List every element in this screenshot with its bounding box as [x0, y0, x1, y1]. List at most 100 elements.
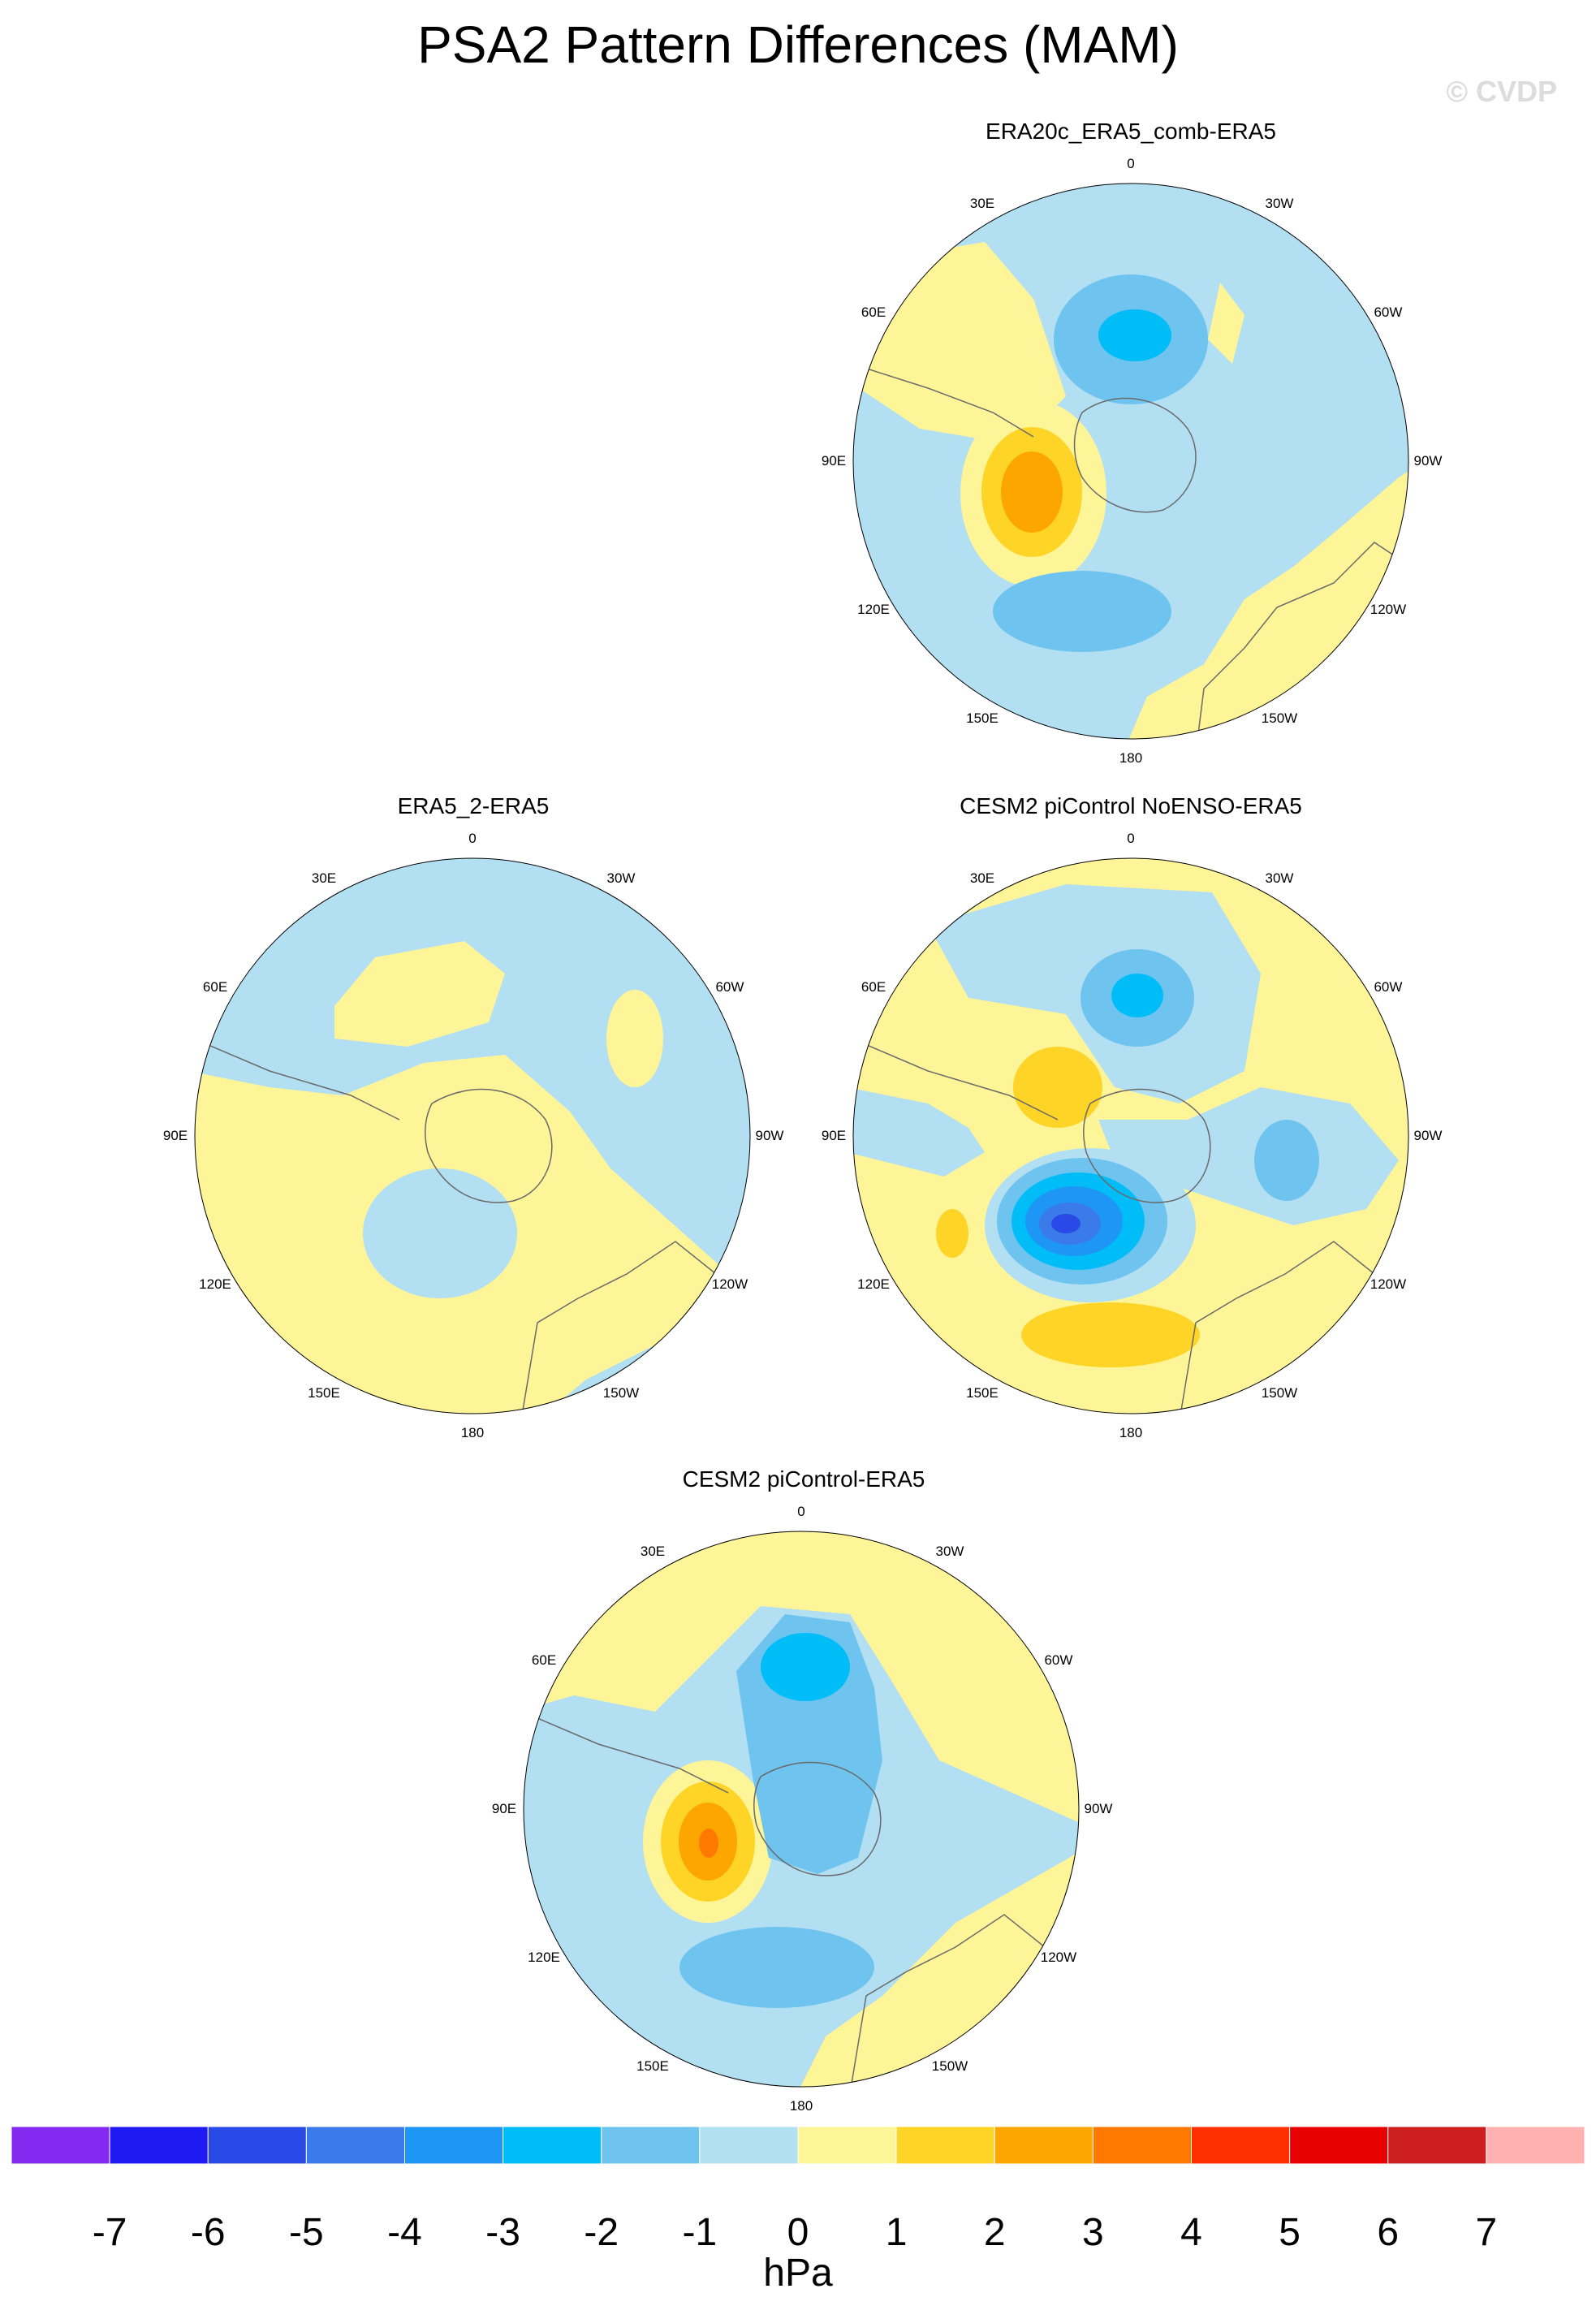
colorbar-tick-label: 2 — [983, 2211, 1006, 2254]
longitude-label: 0 — [468, 831, 477, 846]
field-positive-2 — [1013, 1047, 1102, 1128]
longitude-label: 150E — [636, 2058, 669, 2074]
longitude-label: 180 — [460, 1425, 485, 1440]
longitude-label: 90E — [821, 1128, 847, 1143]
longitude-label: 120E — [857, 1276, 890, 1292]
field-negative-1 — [853, 184, 1408, 739]
field-positive-2 — [936, 1209, 968, 1258]
coastline — [424, 1088, 553, 1203]
colorbar-swatch — [699, 2127, 799, 2164]
units-label: hPa — [763, 2252, 833, 2295]
colorbar-swatch — [404, 2127, 504, 2164]
cvdp-watermark: © CVDP — [1446, 75, 1557, 108]
coastline — [195, 1038, 400, 1121]
longitude-label: 30W — [935, 1544, 964, 1560]
colorbar-tick-label: 5 — [1279, 2211, 1301, 2254]
field-positive-1 — [524, 1531, 1079, 1825]
polar-map-era5-2 — [194, 857, 751, 1414]
longitude-label: 90W — [1413, 453, 1443, 469]
colorbar-swatch — [1092, 2127, 1192, 2164]
colorbar-swatch — [994, 2127, 1093, 2164]
longitude-label: 150W — [1261, 1384, 1298, 1401]
longitude-label: 90W — [1413, 1128, 1443, 1143]
longitude-label: 90E — [162, 1128, 188, 1143]
colorbar-tick-label: 3 — [1082, 2211, 1104, 2254]
panel-title-cesm2-noenso: CESM2 piControl NoENSO-ERA5 — [960, 793, 1302, 818]
field-negative-3 — [761, 1633, 850, 1701]
colorbar-swatch — [109, 2127, 209, 2164]
colorbar-swatch — [1289, 2127, 1389, 2164]
colorbar-tick-label: -2 — [584, 2211, 619, 2254]
field-negative-1 — [363, 1168, 517, 1298]
panel-title-era5-2: ERA5_2-ERA5 — [397, 793, 550, 818]
coastline — [853, 1038, 1059, 1121]
colorbar-tick-label: 7 — [1475, 2211, 1498, 2254]
colorbar-tick-label: -3 — [485, 2211, 520, 2254]
longitude-label: 90E — [491, 1801, 517, 1816]
longitude-label: 60E — [861, 304, 886, 320]
longitude-label: 60W — [1374, 979, 1403, 995]
field-negative-2 — [993, 571, 1171, 652]
field-positive-3 — [1001, 451, 1063, 533]
colorbar-swatch — [601, 2127, 701, 2164]
coastline — [1073, 397, 1197, 513]
coastline — [1195, 542, 1400, 739]
longitude-label: 0 — [797, 1504, 805, 1519]
longitude-label: 30E — [311, 870, 337, 887]
field-negative-3 — [1111, 974, 1163, 1017]
longitude-label: 60W — [1374, 304, 1403, 320]
longitude-label: 150E — [308, 1384, 340, 1401]
longitude-label: 120W — [711, 1276, 748, 1292]
map-boundary — [194, 857, 751, 1414]
colorbar-tick-label: -6 — [190, 2211, 226, 2254]
longitude-label: 120E — [528, 1950, 560, 1965]
colorbar-swatch — [503, 2127, 602, 2164]
colorbar-tick-label: -1 — [682, 2211, 718, 2254]
field-negative-3 — [1098, 309, 1171, 361]
longitude-label: 120W — [1370, 602, 1407, 617]
longitude-label: 120E — [857, 602, 890, 617]
colorbar-tick-label: 0 — [787, 2211, 809, 2254]
polar-map-cesm2-picontrol — [523, 1531, 1080, 2088]
coastline — [524, 1711, 729, 1794]
longitude-label: 90E — [821, 453, 847, 469]
field-positive-4 — [699, 1829, 718, 1858]
longitude-label: 0 — [1127, 831, 1135, 846]
map-boundary — [852, 183, 1409, 740]
colorbar-tick-label: -5 — [289, 2211, 324, 2254]
field-positive-1 — [334, 941, 505, 1047]
longitude-label: 30E — [640, 1544, 666, 1560]
coastline — [1179, 1241, 1375, 1414]
longitude-label: 30E — [969, 196, 995, 212]
field-positive-2 — [1021, 1302, 1200, 1367]
longitude-label: 150E — [966, 710, 999, 726]
colorbar-tick-label: -4 — [387, 2211, 422, 2254]
field-negative-1 — [853, 1087, 985, 1177]
colorbar-swatch — [1486, 2127, 1585, 2164]
longitude-label: 180 — [1119, 750, 1143, 766]
longitude-label: 120E — [199, 1276, 231, 1292]
coastline — [520, 1241, 717, 1414]
colorbar-tick-label: 6 — [1377, 2211, 1400, 2254]
map-boundary — [523, 1531, 1080, 2088]
colorbar-swatch — [797, 2127, 897, 2164]
field-negative-1 — [195, 858, 750, 1298]
longitude-label: 30W — [1265, 870, 1294, 887]
longitude-label: 0 — [1127, 156, 1135, 171]
longitude-label: 150W — [1261, 710, 1298, 726]
panel-title-cesm2-picontrol: CESM2 piControl-ERA5 — [682, 1466, 925, 1492]
longitude-label: 30W — [606, 870, 636, 887]
longitude-label: 120W — [1040, 1950, 1077, 1965]
longitude-label: 60E — [202, 979, 228, 995]
colorbar-swatch — [305, 2127, 405, 2164]
longitude-label: 180 — [789, 2098, 813, 2114]
map-boundary — [852, 857, 1409, 1414]
longitude-label: 150E — [966, 1384, 999, 1401]
colorbar-swatch — [11, 2127, 110, 2164]
field-positive-1 — [1208, 283, 1244, 364]
colorbar-tick-label: 1 — [885, 2211, 908, 2254]
longitude-label: 150W — [602, 1384, 640, 1401]
longitude-label: 60W — [715, 979, 744, 995]
colorbar-swatch — [1387, 2127, 1487, 2164]
longitude-label: 30W — [1265, 196, 1294, 212]
